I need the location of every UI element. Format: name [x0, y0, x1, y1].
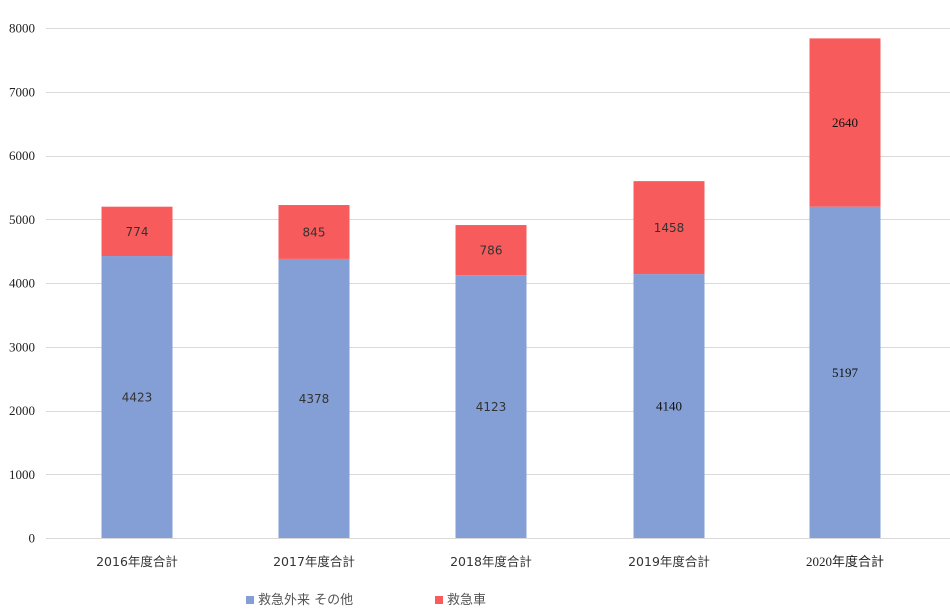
legend-swatch [246, 596, 254, 604]
data-label: 845 [303, 225, 326, 239]
bar-segment [101, 206, 173, 257]
bar-segment [809, 38, 881, 207]
bar-segment [278, 205, 350, 259]
x-tick-label: 2020年度合計 [806, 554, 884, 569]
y-axis-ticks: 0 1000 2000 3000 4000 5000 6000 7000 8000 [9, 21, 35, 546]
bar-segment [101, 256, 173, 538]
data-label: 4140 [656, 399, 682, 414]
bar-segment [633, 181, 705, 275]
bar-segment [278, 258, 350, 538]
legend-label: 救急車 [447, 592, 486, 608]
bar-segment [809, 206, 881, 538]
y-tick-label: 1000 [9, 467, 35, 482]
y-tick-label: 5000 [9, 212, 35, 227]
x-tick-label: 2016年度合計 [96, 554, 178, 569]
bar-segment [633, 274, 705, 538]
bars [101, 38, 881, 538]
data-label: 2640 [832, 115, 858, 130]
bar-segment [455, 225, 527, 276]
y-tick-label: 6000 [9, 148, 35, 163]
legend-label: 救急外来 その他 [258, 592, 353, 608]
data-label: 5197 [832, 365, 859, 380]
data-label: 4378 [299, 392, 330, 406]
data-label: 1458 [654, 221, 685, 235]
bar-segment [455, 275, 527, 538]
legend: 救急外来 その他 救急車 [246, 592, 486, 608]
data-label: 774 [126, 225, 149, 239]
x-tick-label: 2018年度合計 [450, 554, 532, 569]
y-tick-label: 4000 [9, 276, 35, 291]
y-tick-label: 3000 [9, 339, 35, 354]
legend-swatch [435, 596, 443, 604]
x-axis-ticks: 2016年度合計 2017年度合計 2018年度合計 2019年度合計 2020年度合計 [96, 554, 884, 569]
legend-item: 救急外来 その他 [246, 592, 353, 608]
x-tick-label: 2019年度合計 [628, 554, 710, 569]
x-tick-label: 2017年度合計 [273, 554, 355, 569]
y-tick-label: 2000 [9, 403, 35, 418]
data-label: 786 [480, 244, 503, 258]
data-labels: 4423 774 4378 845 4123 786 4140 1458 5197 2640 [122, 115, 859, 414]
y-tick-label: 0 [29, 531, 36, 546]
legend-item: 救急車 [435, 592, 486, 608]
y-tick-label: 7000 [9, 84, 35, 99]
data-label: 4423 [122, 391, 153, 405]
data-label: 4123 [476, 400, 507, 414]
y-tick-label: 8000 [9, 21, 35, 36]
